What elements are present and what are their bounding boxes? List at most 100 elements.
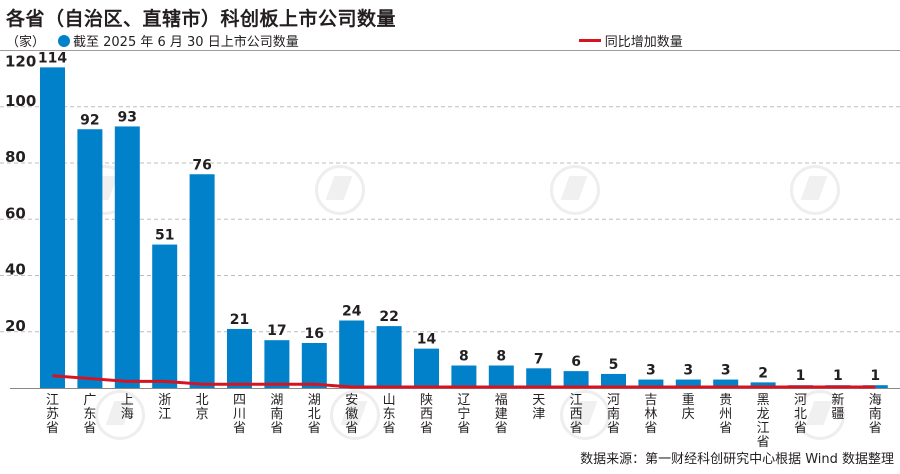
x-tick-label: 省	[794, 421, 807, 436]
x-tick-label: 西	[570, 407, 583, 422]
x-tick-label: 省	[345, 421, 358, 436]
x-tick-label: 江	[46, 393, 59, 408]
x-tick-label: 省	[233, 421, 246, 436]
bar-value-label: 3	[721, 363, 731, 379]
x-tick-label: 贵	[719, 393, 732, 408]
x-tick-label: 林	[644, 407, 657, 422]
x-tick-label: 浙	[158, 393, 171, 408]
x-tick-label: 川	[233, 407, 246, 422]
x-tick-label: 省	[46, 421, 59, 436]
bar	[713, 379, 739, 388]
bar	[414, 348, 439, 388]
x-tick-label: 省	[757, 435, 770, 450]
x-tick-label: 州	[719, 407, 732, 422]
x-tick-label: 新	[831, 392, 844, 408]
watermark-icon	[795, 390, 845, 440]
bar-value-label: 17	[267, 323, 286, 339]
bar-value-label: 21	[230, 312, 249, 328]
x-tick-label: 津	[532, 407, 545, 422]
bar	[563, 371, 589, 388]
bar	[40, 67, 65, 388]
x-tick-label: 北	[308, 407, 321, 422]
bar	[601, 373, 626, 388]
x-tick-label: 广	[83, 393, 96, 408]
x-tick-label: 陕	[420, 393, 433, 408]
watermark-icon	[315, 165, 365, 215]
x-tick-label: 省	[420, 421, 433, 436]
x-tick-label: 省	[607, 421, 620, 436]
x-tick-label: 湖	[270, 393, 283, 408]
x-tick-label: 省	[495, 421, 508, 436]
watermark-icon	[560, 390, 610, 440]
y-tick-label: 40	[5, 261, 26, 279]
bar-value-label: 1	[870, 368, 880, 384]
bar-value-label: 76	[192, 157, 211, 173]
x-tick-label: 苏	[46, 406, 59, 422]
bar-value-label: 1	[833, 368, 843, 384]
bar-value-label: 93	[118, 109, 137, 125]
x-tick-label: 福	[495, 393, 508, 408]
legend-line-label: 同比增加数量	[604, 35, 683, 50]
x-tick-label: 江	[570, 393, 583, 408]
bar-value-label: 14	[417, 332, 437, 348]
x-tick-label: 建	[495, 407, 508, 422]
y-tick-label: 80	[5, 148, 26, 166]
x-tick-label: 北	[794, 407, 807, 422]
bar	[339, 320, 365, 388]
x-tick-label: 省	[308, 421, 321, 436]
bar-value-label: 114	[38, 50, 67, 66]
bar	[750, 382, 776, 388]
x-tick-label: 四	[233, 393, 246, 408]
x-tick-label: 河	[607, 393, 620, 408]
x-tick-label: 省	[570, 421, 583, 436]
legend: （家） 截至 2025 年 6 月 30 日上市公司数量 同比增加数量	[6, 31, 896, 50]
bar	[264, 340, 290, 388]
line-series	[52, 374, 876, 389]
x-tick-label: 省	[83, 421, 96, 436]
x-tick-label: 河	[794, 393, 807, 408]
bar-value-label: 16	[305, 326, 324, 342]
bar	[227, 328, 252, 388]
x-tick-label: 东	[83, 407, 96, 422]
bar	[189, 174, 215, 388]
y-tick-label: 60	[5, 204, 26, 222]
bar	[301, 343, 327, 388]
bar	[152, 244, 178, 388]
x-tick-label: 海	[121, 407, 134, 422]
bar-value-label: 51	[155, 228, 174, 244]
bar-value-label: 3	[646, 363, 656, 379]
bar-value-label: 7	[534, 351, 544, 367]
x-tick-label: 省	[270, 421, 283, 436]
x-tick-label: 山	[383, 393, 396, 408]
x-tick-label: 海	[869, 393, 882, 408]
x-tick-label: 南	[869, 406, 882, 422]
bar-value-label: 3	[683, 363, 693, 379]
x-tick-label: 龙	[757, 407, 770, 422]
bar-value-label: 8	[459, 349, 469, 365]
x-tick-label: 南	[270, 406, 283, 422]
bar	[526, 368, 552, 388]
x-tick-label: 京	[196, 407, 209, 422]
x-tick-label: 辽	[457, 393, 470, 408]
x-tick-label: 西	[420, 407, 433, 422]
y-tick-label: 100	[5, 92, 36, 110]
bar-value-label: 2	[758, 365, 768, 381]
x-tick-label: 安	[345, 393, 358, 408]
x-tick-label: 上	[121, 393, 134, 408]
bar-value-label: 5	[609, 357, 619, 373]
bar	[376, 326, 402, 388]
x-tick-label: 湖	[308, 393, 321, 408]
bar	[77, 129, 103, 388]
data-source: 数据来源：第一财经科创研究中心根据 Wind 数据整理	[580, 452, 894, 467]
x-tick-label: 省	[457, 421, 470, 436]
x-tick-label: 省	[383, 421, 396, 436]
x-tick-label: 重	[682, 392, 695, 408]
x-tick-label: 省	[644, 421, 657, 436]
x-tick-label: 宁	[457, 406, 470, 422]
x-tick-label: 北	[196, 393, 209, 408]
bar-value-label: 22	[379, 309, 398, 325]
x-tick-label: 江	[757, 421, 770, 436]
x-tick-label: 疆	[831, 407, 844, 422]
bar-value-label: 6	[571, 354, 581, 370]
